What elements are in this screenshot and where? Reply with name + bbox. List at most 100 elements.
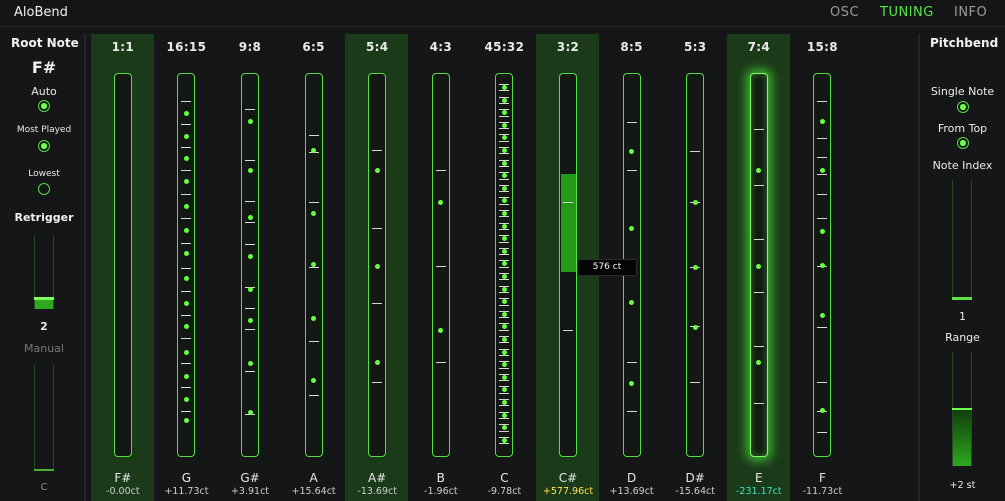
column-dot [183,418,189,423]
column-tick [690,151,701,152]
lowest-radio[interactable] [38,183,50,195]
note-index-value: 1 [959,310,966,323]
single-note-label: Single Note [930,85,995,98]
cents-offset: -11.73ct [802,486,843,497]
single-note-radio[interactable] [957,101,969,113]
column-dot [247,168,253,173]
column-tick [499,260,510,262]
column-tick [817,432,828,433]
column-dot [183,134,189,139]
column-dot [819,263,825,268]
column-tick [181,243,192,244]
header-divider [0,26,1005,27]
note-index-label: Note Index [932,159,993,172]
column-tick [817,382,828,383]
manual-slider-handle[interactable] [34,469,54,471]
column-tick [499,329,510,331]
column-dot [247,361,253,366]
column-dot [374,360,380,365]
root-note-title: Root Note [11,36,79,50]
tab-tuning[interactable]: TUNING [880,5,934,20]
column-dot [629,226,635,231]
column-dot [692,200,698,205]
column-tick [499,399,510,400]
cents-offset: -0.00ct [106,486,140,497]
note-name: G# [240,471,260,485]
column-dot [501,311,507,317]
ratio-label: 5:4 [365,40,389,54]
column-tick [499,424,510,426]
column-tick [499,191,510,193]
column-tick [499,436,510,438]
pitch-column-fill [560,174,576,272]
column-tick [499,392,510,394]
column-dot [756,264,762,269]
column-tick [499,291,510,293]
tab-osc[interactable]: OSC [830,5,860,20]
pitch-column-track[interactable] [241,73,259,457]
column-dot [756,360,762,365]
cents-offset: +11.73ct [164,486,209,497]
column-tick [499,121,510,123]
column-tick [435,266,446,267]
column-dot [501,85,507,90]
column-dot [501,412,507,418]
column-tick [753,292,764,293]
column-dot [501,160,507,166]
pitch-column-track[interactable] [113,73,132,457]
from-top-radio[interactable] [957,137,969,149]
column-tick [308,135,319,136]
column-tick [245,201,255,202]
column-dot [501,223,507,229]
pitch-column-track[interactable] [177,73,196,457]
column-tick [499,159,510,161]
ratio-label: 1:1 [111,40,134,54]
auto-label: Auto [31,85,57,98]
column-dot [629,149,635,154]
column-tick [499,153,510,155]
column-tick [181,411,192,412]
column-tick [245,109,255,110]
column-tick [308,395,319,396]
column-tick [563,202,573,203]
top-bar [0,0,1005,26]
column-dot [501,110,507,116]
column-dot [438,328,444,333]
retrigger-slider-handle[interactable] [34,297,54,300]
tab-info[interactable]: INFO [954,5,988,20]
column-dot [501,211,507,216]
column-tick [499,203,510,205]
column-tick [817,194,828,195]
auto-radio[interactable] [38,100,50,112]
ratio-label: 9:8 [238,40,262,54]
range-slider-fill [953,408,971,466]
cents-offset: +577.96ct [542,486,594,497]
column-tick [499,147,510,148]
left-divider [84,34,86,501]
column-dot [311,211,317,216]
ratio-label: 6:5 [302,40,325,54]
column-dot [183,179,189,184]
most-played-radio[interactable] [38,140,50,152]
note-name: F# [114,471,132,485]
column-dot [311,378,317,383]
column-dot [183,350,189,355]
note-index-slider[interactable] [952,180,972,300]
column-dot [501,349,507,355]
range-value: +2 st [949,480,976,491]
range-slider[interactable] [952,352,972,466]
note-index-slider-handle[interactable] [952,297,972,300]
manual-slider[interactable] [34,365,54,471]
note-name: F [818,471,826,485]
range-slider-handle[interactable] [952,408,972,410]
ratio-label: 3:2 [556,40,580,54]
column-dot [692,325,698,330]
retrigger-slider[interactable] [34,235,54,309]
column-dot [501,374,507,380]
column-tick [499,380,510,382]
note-name: B [436,471,445,485]
pitch-column-track[interactable] [431,73,450,457]
column-tick [245,371,255,372]
column-dot [692,265,698,270]
cents-offset: -15.64ct [675,486,715,497]
